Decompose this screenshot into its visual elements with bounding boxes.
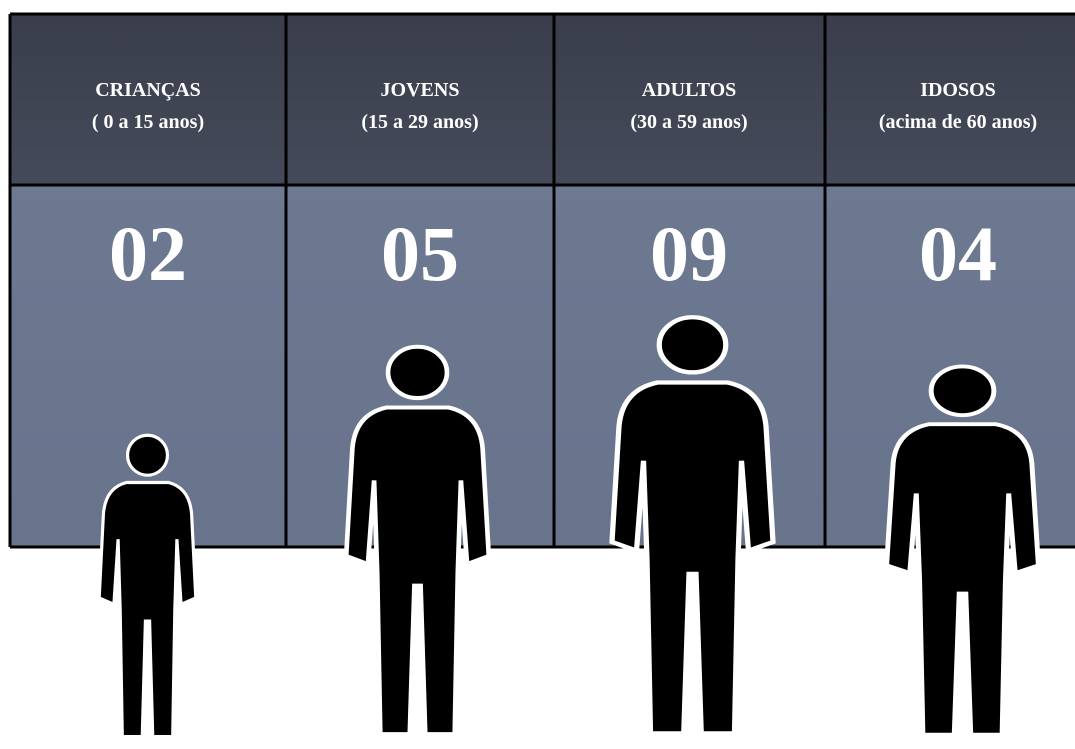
column-count: 02 — [109, 210, 187, 297]
column-label: JOVENS — [381, 79, 460, 101]
column-range: (15 a 29 anos) — [361, 111, 478, 133]
column-range: ( 0 a 15 anos) — [92, 111, 204, 133]
column-label: IDOSOS — [920, 79, 996, 101]
column-label: ADULTOS — [642, 79, 737, 101]
column-label: CRIANÇAS — [95, 79, 201, 101]
column-count: 05 — [381, 210, 459, 297]
column-count: 09 — [650, 210, 728, 297]
infographic: CRIANÇAS ( 0 a 15 anos) 02 JOVENS (15 a 29 a… — [0, 0, 1075, 749]
column-count: 04 — [919, 210, 997, 297]
column-range: (30 a 59 anos) — [630, 111, 747, 133]
column-range: (acima de 60 anos) — [879, 111, 1037, 133]
